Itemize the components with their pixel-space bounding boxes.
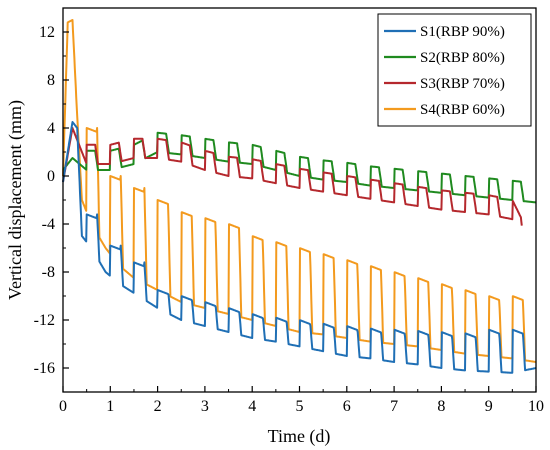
x-tick-label: 6 (343, 398, 351, 415)
y-tick-label: 8 (47, 72, 55, 89)
y-tick-label: 12 (39, 24, 55, 41)
x-tick-label: 0 (59, 398, 67, 415)
y-tick-label: -4 (42, 216, 55, 233)
y-tick-label: -16 (34, 360, 55, 377)
x-tick-label: 9 (485, 398, 493, 415)
y-tick-label: 0 (47, 168, 55, 185)
legend: S1(RBP 90%) S2(RBP 80%) S3(RBP 70%) S4(RBP … (377, 13, 532, 127)
y-tick-label: 4 (47, 120, 55, 137)
series-line-1 (62, 121, 537, 374)
x-tick-label: 5 (296, 398, 304, 415)
x-tick-label: 2 (154, 398, 162, 415)
legend-label: S3(RBP 70%) (420, 76, 505, 92)
x-tick-label: 8 (437, 398, 445, 415)
y-axis: -16 -12 -8 -4 0 4 8 12 (34, 7, 69, 377)
series-line-3 (62, 127, 523, 226)
y-tick-label: -12 (34, 312, 55, 329)
x-axis-title: Time (d) (268, 426, 331, 447)
x-tick-label: 4 (248, 398, 256, 415)
x-tick-label: 7 (390, 398, 398, 415)
x-axis: 0 1 2 3 4 5 6 7 8 9 10 (59, 386, 544, 415)
legend-label: S2(RBP 80%) (420, 50, 505, 66)
legend-label: S4(RBP 60%) (420, 102, 505, 118)
legend-label: S1(RBP 90%) (420, 24, 505, 40)
legend-box (377, 13, 532, 127)
x-tick-label: 1 (106, 398, 114, 415)
x-tick-label: 10 (528, 398, 544, 415)
x-tick-label: 3 (201, 398, 209, 415)
series-group (62, 19, 537, 374)
y-tick-label: -8 (42, 264, 55, 281)
y-axis-title: Vertical displacement (mm) (5, 100, 26, 300)
